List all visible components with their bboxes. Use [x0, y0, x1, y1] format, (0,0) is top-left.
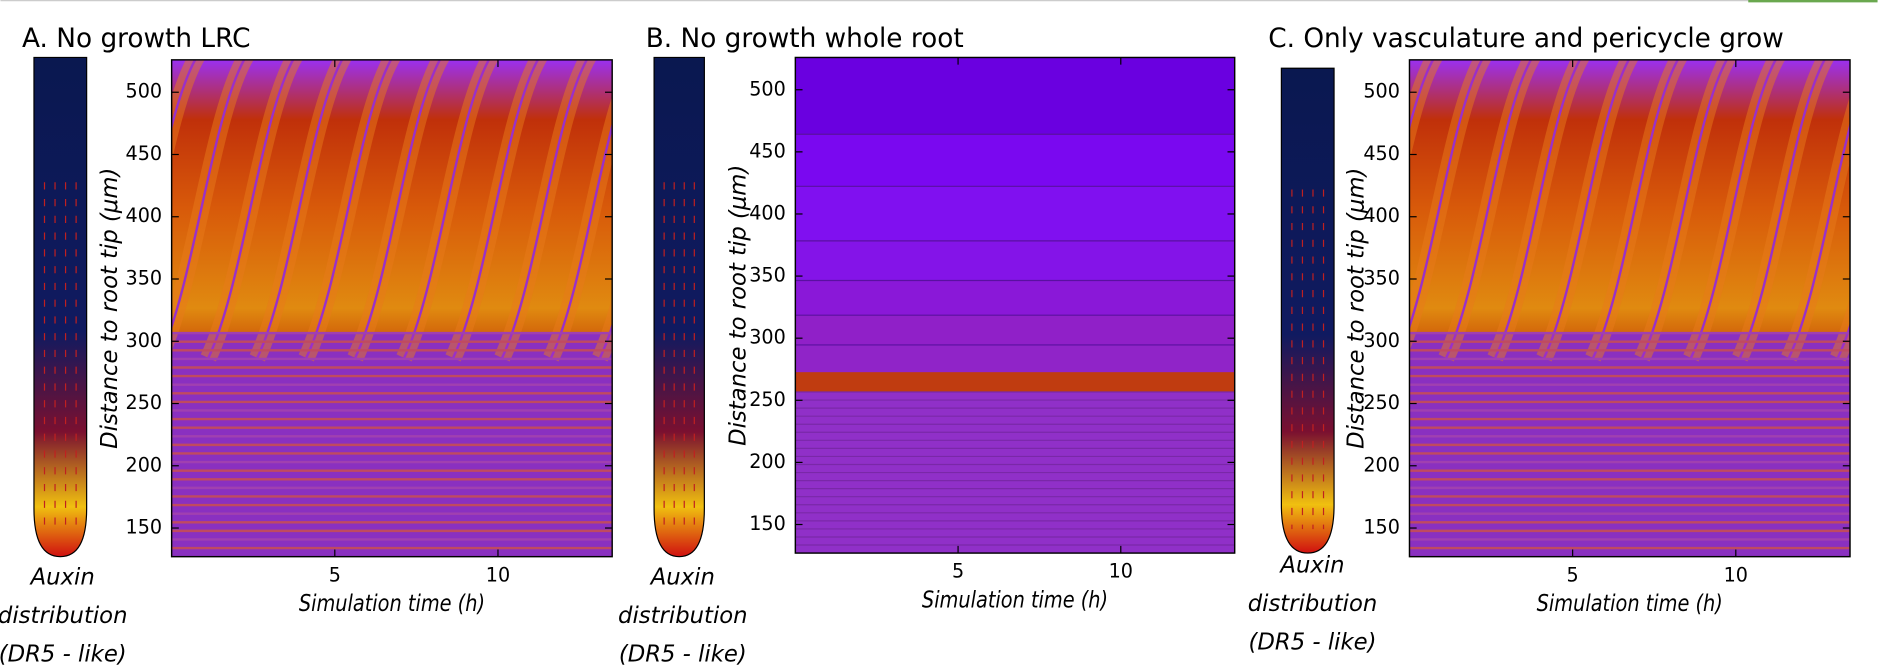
y-axis-label: Distance to root tip (μm)	[1343, 168, 1369, 449]
heatmap-wave-edge	[403, 59, 491, 359]
heatmap-wave-edge	[1445, 59, 1533, 359]
heatmap-band	[795, 315, 1235, 346]
y-tick-label: 500	[126, 80, 163, 103]
caption-line: (DR5 - like)	[0, 641, 127, 667]
caption-line: Auxin	[29, 565, 95, 591]
y-tick-label: 450	[1363, 142, 1400, 165]
x-tick-label: 10	[1109, 560, 1133, 583]
y-tick-label: 450	[126, 142, 163, 165]
plot-frame	[1408, 59, 1851, 558]
heatmap-wave-edge	[1689, 59, 1778, 359]
y-tick-label: 150	[749, 512, 786, 535]
heatmap-band	[795, 240, 1235, 282]
heatmap-wave-edge	[1409, 59, 1435, 132]
y-tick-label: 150	[1363, 516, 1400, 539]
heatmap-wave-edge	[354, 59, 442, 359]
heatmap-band	[795, 344, 1235, 373]
y-tick-label: 250	[1363, 391, 1400, 414]
y-tick-label: 250	[126, 391, 163, 414]
y-axis-label: Distance to root tip (μm)	[97, 168, 123, 449]
panel-title: B. No growth whole root	[646, 24, 964, 54]
y-tick-label: 200	[126, 453, 163, 476]
y-tick-label: 150	[126, 516, 163, 539]
heatmap-band	[795, 186, 1235, 242]
y-tick-label: 250	[749, 388, 786, 411]
y-tick-label: 350	[126, 267, 163, 290]
caption-line: Auxin	[1278, 553, 1344, 579]
y-tick-label: 350	[1363, 267, 1400, 290]
caption-line: distribution	[0, 603, 127, 629]
caption-line: (DR5 - like)	[1249, 629, 1377, 655]
heatmap	[171, 59, 613, 557]
heatmap-wave-edge	[1591, 59, 1680, 359]
y-tick-label: 300	[126, 329, 163, 352]
panel-title: C. Only vasculature and pericycle grow	[1268, 24, 1784, 54]
heatmap-band	[795, 134, 1235, 187]
y-tick-label: 500	[749, 77, 786, 100]
y-tick-label: 450	[749, 139, 786, 162]
heatmap-band	[795, 280, 1235, 316]
x-tick-label: 10	[1724, 563, 1748, 586]
heatmap	[795, 57, 1235, 554]
heatmap-wave-edge	[1542, 59, 1631, 359]
heatmap-wave-edge	[500, 59, 589, 359]
y-tick-label: 400	[1363, 204, 1400, 227]
plot-frame	[794, 56, 1236, 554]
heatmap-band	[795, 57, 1235, 135]
y-tick-label: 300	[1363, 329, 1400, 352]
root-illustration	[653, 56, 705, 558]
heatmap-wave-edge	[1640, 59, 1729, 359]
root-illustration	[33, 56, 88, 558]
heatmap-wave-edge	[549, 121, 613, 359]
y-tick-label: 400	[126, 204, 163, 227]
heatmap	[1409, 59, 1851, 557]
heatmap-wave-edge	[207, 59, 295, 359]
caption-line: Auxin	[649, 565, 715, 591]
heatmap-wave-edge	[1787, 121, 1851, 359]
root-illustration	[1280, 67, 1335, 554]
y-tick-label: 350	[749, 264, 786, 287]
plot-frame	[170, 59, 613, 558]
heatmap-wave-edge	[1738, 59, 1827, 359]
heatmap-wave-edge	[171, 59, 197, 132]
x-tick-label: 5	[1567, 563, 1579, 586]
panel-title: A. No growth LRC	[22, 24, 250, 54]
x-tick-label: 10	[486, 563, 510, 586]
x-axis-label: Simulation time (h)	[1537, 589, 1723, 616]
x-tick-label: 5	[952, 560, 964, 583]
heatmap-wave-edge	[305, 59, 393, 359]
caption-line: distribution	[1248, 591, 1378, 617]
y-axis-label: Distance to root tip (μm)	[726, 165, 752, 446]
y-tick-label: 200	[749, 450, 786, 473]
x-axis-label: Simulation time (h)	[299, 589, 485, 616]
heatmap-band	[795, 372, 1235, 393]
caption-line: (DR5 - like)	[619, 641, 747, 667]
heatmap-wave-edge	[1494, 59, 1582, 359]
y-tick-label: 400	[749, 201, 786, 224]
heatmap-wave-edge	[452, 59, 540, 359]
y-tick-label: 500	[1363, 80, 1400, 103]
x-tick-label: 5	[329, 563, 341, 586]
caption-line: distribution	[618, 603, 748, 629]
y-tick-label: 300	[749, 326, 786, 349]
x-axis-label: Simulation time (h)	[922, 586, 1108, 613]
heatmap-wave-edge	[256, 59, 344, 359]
y-tick-label: 200	[1363, 453, 1400, 476]
